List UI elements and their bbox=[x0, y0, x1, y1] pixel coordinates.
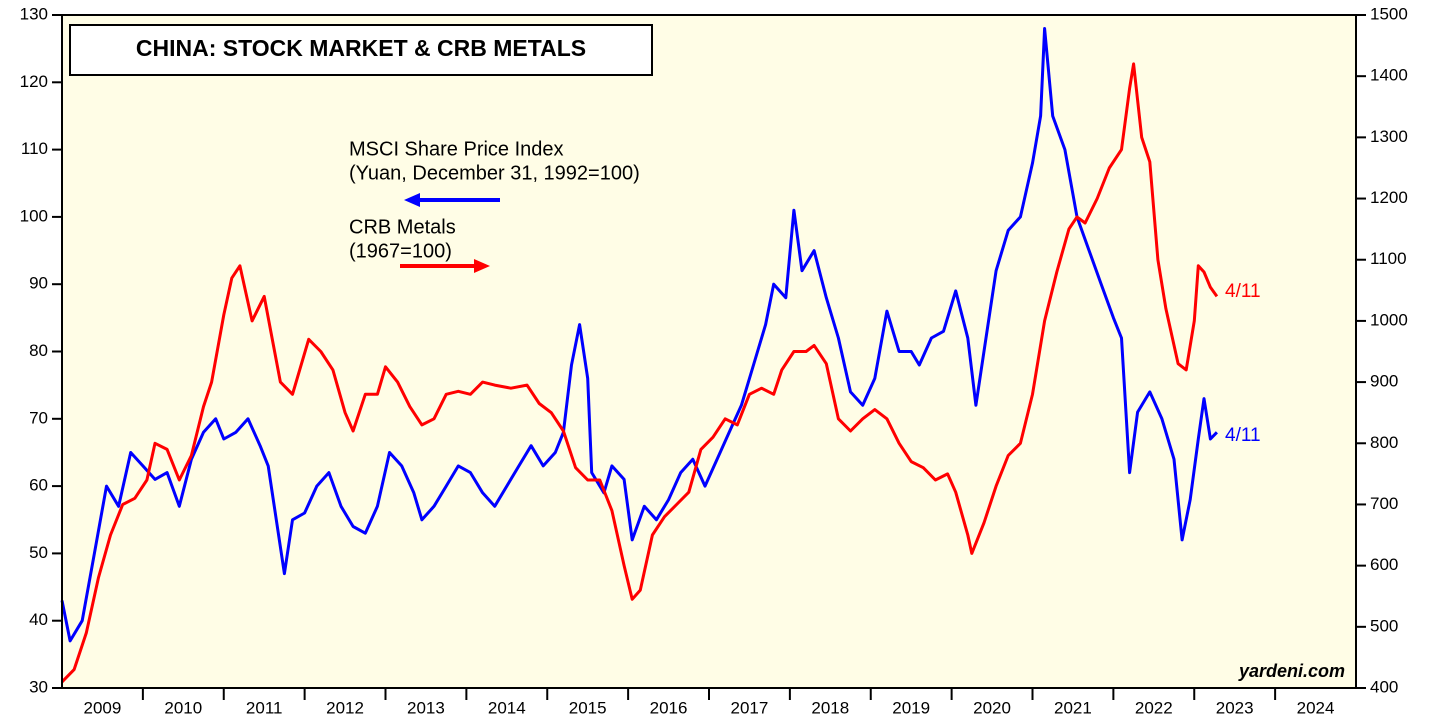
x-tick-label: 2010 bbox=[164, 698, 202, 717]
annotation: (Yuan, December 31, 1992=100) bbox=[349, 162, 640, 184]
y2-tick-label: 900 bbox=[1370, 372, 1398, 391]
y-tick-label: 120 bbox=[20, 72, 48, 91]
y-tick-label: 110 bbox=[21, 139, 48, 158]
plot-background bbox=[62, 15, 1356, 688]
y-tick-label: 40 bbox=[29, 610, 48, 629]
end-label: 4/11 bbox=[1225, 281, 1261, 302]
y2-tick-label: 400 bbox=[1370, 677, 1398, 696]
x-tick-label: 2023 bbox=[1216, 698, 1254, 717]
x-tick-label: 2019 bbox=[892, 698, 930, 717]
y-tick-label: 50 bbox=[29, 543, 48, 562]
legend-arrow-head bbox=[404, 193, 420, 207]
end-label: 4/11 bbox=[1225, 425, 1261, 446]
y2-tick-label: 1300 bbox=[1370, 127, 1408, 146]
title-box bbox=[69, 24, 653, 76]
y2-tick-label: 1200 bbox=[1370, 188, 1408, 207]
x-tick-label: 2013 bbox=[407, 698, 445, 717]
y-tick-label: 130 bbox=[20, 4, 48, 23]
legend-arrow-head bbox=[474, 259, 490, 273]
x-tick-label: 2015 bbox=[569, 698, 607, 717]
annotation: (1967=100) bbox=[349, 240, 452, 262]
y2-tick-label: 1000 bbox=[1370, 310, 1408, 329]
y-tick-label: 80 bbox=[29, 341, 48, 360]
x-tick-label: 2024 bbox=[1297, 698, 1335, 717]
series-line bbox=[60, 62, 1219, 683]
x-tick-label: 2016 bbox=[650, 698, 688, 717]
y-tick-label: 90 bbox=[29, 274, 48, 293]
y2-tick-label: 500 bbox=[1370, 616, 1398, 635]
x-tick-label: 2021 bbox=[1054, 698, 1092, 717]
y2-tick-label: 600 bbox=[1370, 555, 1398, 574]
x-tick-label: 2012 bbox=[326, 698, 364, 717]
source: yardeni.com bbox=[1238, 661, 1345, 681]
x-tick-label: 2020 bbox=[973, 698, 1011, 717]
x-tick-label: 2009 bbox=[84, 698, 122, 717]
y2-tick-label: 1500 bbox=[1370, 4, 1408, 23]
y2-tick-label: 800 bbox=[1370, 433, 1398, 452]
x-tick-label: 2017 bbox=[731, 698, 769, 717]
y-tick-label: 100 bbox=[20, 206, 48, 225]
y2-tick-label: 700 bbox=[1370, 494, 1398, 513]
x-tick-label: 2014 bbox=[488, 698, 526, 717]
series-line bbox=[60, 27, 1218, 643]
annotation: CRB Metals bbox=[349, 216, 456, 238]
y-tick-label: 60 bbox=[29, 476, 48, 495]
x-tick-label: 2018 bbox=[811, 698, 849, 717]
y-tick-label: 70 bbox=[29, 408, 48, 427]
x-tick-label: 2011 bbox=[246, 698, 283, 717]
y2-tick-label: 1100 bbox=[1370, 249, 1407, 268]
y-tick-label: 30 bbox=[29, 677, 48, 696]
chart-title: CHINA: STOCK MARKET & CRB METALS bbox=[136, 35, 586, 61]
annotation: MSCI Share Price Index bbox=[349, 138, 564, 160]
x-tick-label: 2022 bbox=[1135, 698, 1173, 717]
y2-tick-label: 1400 bbox=[1370, 66, 1408, 85]
